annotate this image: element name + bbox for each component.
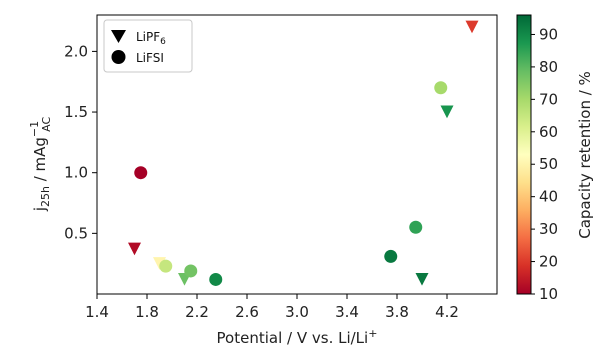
data-markers [128, 20, 479, 286]
legend-lipf6-name: LiPF [136, 30, 160, 44]
y-axis-title-sub: 25h [39, 186, 52, 207]
y-tick-label: 1.5 [64, 103, 88, 121]
y-tick-label: 0.5 [64, 224, 88, 242]
colorbar-tick-label: 20 [539, 253, 558, 271]
x-axis-title-text: Potential / V vs. Li/Li [217, 329, 369, 347]
y-axis-title: j25h / mAg−1AC [28, 117, 53, 213]
data-point-triangle [128, 242, 141, 256]
data-point-triangle [440, 105, 454, 119]
colorbar-tick-label: 70 [539, 90, 558, 108]
colorbar-tick-label: 40 [539, 188, 558, 206]
y-tick-label: 1.0 [64, 164, 88, 182]
y-axis-title-main: j [31, 207, 49, 212]
colorbar-tick-label: 90 [539, 25, 558, 43]
data-point-triangle [465, 20, 479, 34]
data-point-circle [409, 220, 423, 234]
x-tick-label: 1.8 [135, 303, 159, 321]
legend-box [103, 19, 193, 73]
colorbar-tick-label: 50 [539, 155, 558, 173]
y-axis-title-unit-sup: −1 [28, 121, 41, 137]
data-point-circle [134, 166, 148, 180]
data-point-circle [384, 249, 398, 263]
colorbar-title: Capacity retention / % [576, 71, 594, 239]
x-tick-label: 4.2 [435, 303, 459, 321]
data-point-circle [159, 259, 173, 273]
legend-label-lifsi: LiFSI [136, 51, 164, 65]
legend-circle-icon [111, 50, 126, 64]
colorbar-tick-label: 30 [539, 220, 558, 238]
y-axis: 0.5 1.0 1.5 2.0 [64, 42, 97, 242]
x-tick-label: 3.4 [335, 303, 359, 321]
colorbar-tick-label: 10 [539, 285, 558, 303]
legend: LiPF6 LiFSI [103, 19, 193, 73]
x-axis-title-sup: + [368, 327, 377, 340]
x-tick-label: 3.8 [385, 303, 409, 321]
colorbar-ticks: 10 20 30 40 50 60 70 80 90 [531, 25, 558, 303]
colorbar [516, 14, 532, 295]
x-tick-label: 2.2 [185, 303, 209, 321]
colorbar-tick-label: 80 [539, 58, 558, 76]
x-tick-label: 3.0 [285, 303, 309, 321]
y-axis-title-unit-sub: AC [40, 117, 53, 132]
legend-triangle-icon [111, 30, 126, 43]
x-tick-label: 1.4 [85, 303, 109, 321]
x-axis-title: Potential / V vs. Li/Li+ [217, 327, 378, 347]
x-axis: 1.4 1.8 2.2 2.6 3.0 3.4 3.8 4.2 [85, 294, 459, 321]
data-point-circle [209, 272, 223, 286]
legend-lipf6-sub: 6 [160, 37, 166, 47]
colorbar-tick-label: 60 [539, 123, 558, 141]
data-point-circle [434, 81, 448, 95]
data-point-triangle [415, 272, 429, 286]
data-point-circle [184, 264, 198, 278]
y-tick-label: 2.0 [64, 42, 88, 60]
x-tick-label: 2.6 [235, 303, 259, 321]
legend-label-lipf6: LiPF6 [136, 30, 166, 47]
y-axis-title-unit: / mAg [31, 137, 49, 186]
